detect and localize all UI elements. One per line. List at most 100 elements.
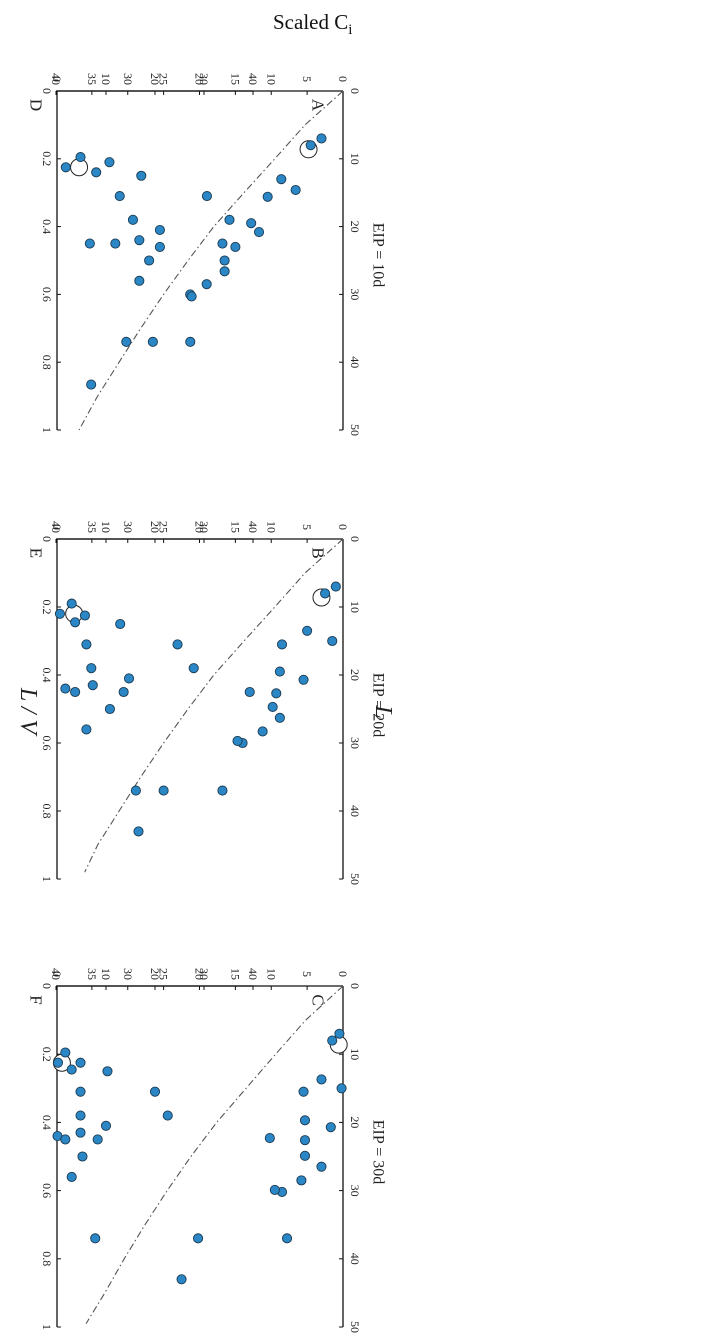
x-tick-label: 0 xyxy=(40,88,54,94)
x-tick-label: 0 xyxy=(348,88,362,94)
data-point xyxy=(90,1233,101,1244)
y-axis-label: Scaled Ci xyxy=(273,10,352,39)
data-point xyxy=(330,581,341,592)
x-tick-label: 40 xyxy=(348,805,362,817)
data-point xyxy=(299,1135,311,1146)
data-point xyxy=(75,1086,86,1097)
panel-letter: C xyxy=(309,994,328,1005)
x-tick-label: 20 xyxy=(348,1116,362,1128)
data-point xyxy=(154,241,165,252)
data-point xyxy=(110,238,121,249)
data-point xyxy=(224,214,235,225)
x-tick-label: 0.8 xyxy=(40,355,54,370)
y-tick-label: 20 xyxy=(193,73,207,85)
x-tick-label: 0.6 xyxy=(40,287,54,302)
y-tick-label: 25 xyxy=(157,73,171,85)
y-tick-label: 25 xyxy=(157,968,171,980)
data-point xyxy=(276,639,288,650)
data-point xyxy=(217,238,228,249)
data-point xyxy=(217,785,228,796)
y-tick-label: 25 xyxy=(157,521,171,533)
data-point xyxy=(52,1057,64,1068)
data-point xyxy=(134,275,145,286)
x-axis-label-top: L xyxy=(370,704,396,718)
data-point xyxy=(232,735,243,747)
y-tick-label: 15 xyxy=(228,521,242,533)
data-point xyxy=(75,1127,86,1138)
x-tick-label: 50 xyxy=(348,873,362,885)
y-tick-label: 10 xyxy=(99,521,113,533)
y-tick-label: 15 xyxy=(228,73,242,85)
data-point xyxy=(162,1110,173,1121)
data-point xyxy=(75,1110,86,1121)
x-tick-label: 20 xyxy=(348,669,362,681)
x-tick-label: 0 xyxy=(348,983,362,989)
panel-letter: E xyxy=(27,548,46,558)
x-tick-label: 0.2 xyxy=(40,600,54,615)
data-point xyxy=(276,174,287,185)
data-point xyxy=(299,1150,311,1161)
data-point xyxy=(75,1057,86,1068)
x-tick-label: 50 xyxy=(348,424,362,436)
y-tick-label: 35 xyxy=(85,73,99,85)
y-tick-label: 5 xyxy=(300,524,314,530)
data-point xyxy=(298,1086,309,1097)
y-tick-label: 35 xyxy=(85,968,99,980)
data-point xyxy=(246,218,257,229)
data-point xyxy=(118,686,129,698)
data-point xyxy=(327,1035,338,1046)
x-tick-label: 10 xyxy=(348,601,362,613)
y-tick-label: 0 xyxy=(336,971,350,977)
data-point xyxy=(66,598,77,609)
data-point xyxy=(172,639,183,650)
data-point xyxy=(104,703,115,715)
data-point xyxy=(86,379,97,390)
y-tick-label: 10 xyxy=(99,968,113,980)
y-tick-label: 40 xyxy=(49,968,63,980)
data-point xyxy=(87,680,98,691)
data-point xyxy=(244,686,255,698)
y-tick-label: 30 xyxy=(121,968,135,980)
data-point xyxy=(320,588,331,599)
x-tick-label: 0 xyxy=(40,536,54,542)
data-point xyxy=(264,1133,275,1144)
data-point xyxy=(154,224,165,236)
y-tick-label: 5 xyxy=(300,971,314,977)
data-point xyxy=(334,1028,345,1039)
y-tick-label: 10 xyxy=(264,73,278,85)
data-point xyxy=(305,140,316,151)
y-tick-label: 30 xyxy=(197,521,211,533)
y-tick-label: 10 xyxy=(99,73,113,85)
data-point xyxy=(262,191,273,202)
y-tick-label: 20 xyxy=(148,521,162,533)
data-point xyxy=(325,1122,336,1133)
y-tick-label: 40 xyxy=(246,968,260,980)
data-point xyxy=(296,1175,307,1186)
data-point xyxy=(298,674,309,685)
y-tick-label: 40 xyxy=(246,521,260,533)
y-tick-label: 20 xyxy=(148,968,162,980)
data-point xyxy=(336,1083,347,1094)
x-tick-label: 10 xyxy=(348,153,362,165)
x-tick-label: 40 xyxy=(348,356,362,368)
x-tick-label: 40 xyxy=(348,1253,362,1265)
data-point xyxy=(77,1151,88,1162)
data-point xyxy=(60,1047,71,1058)
y-tick-label: 35 xyxy=(85,521,99,533)
x-tick-label: 30 xyxy=(348,737,362,749)
y-tick-label: 40 xyxy=(246,73,260,85)
panel-e: 00.20.40.60.810 10 20 30 40E xyxy=(27,521,261,882)
y-tick-label: 40 xyxy=(49,521,63,533)
x-tick-label: 30 xyxy=(348,1185,362,1197)
y-tick-label: 0 xyxy=(50,76,64,82)
panel-letter: B xyxy=(309,547,328,558)
eip-title-1: EIP = 10d xyxy=(370,223,387,287)
data-point xyxy=(123,673,135,684)
y-tick-label: 30 xyxy=(121,73,135,85)
data-point xyxy=(79,610,90,621)
data-point xyxy=(144,255,155,266)
data-point xyxy=(91,167,102,178)
data-point xyxy=(104,157,115,168)
